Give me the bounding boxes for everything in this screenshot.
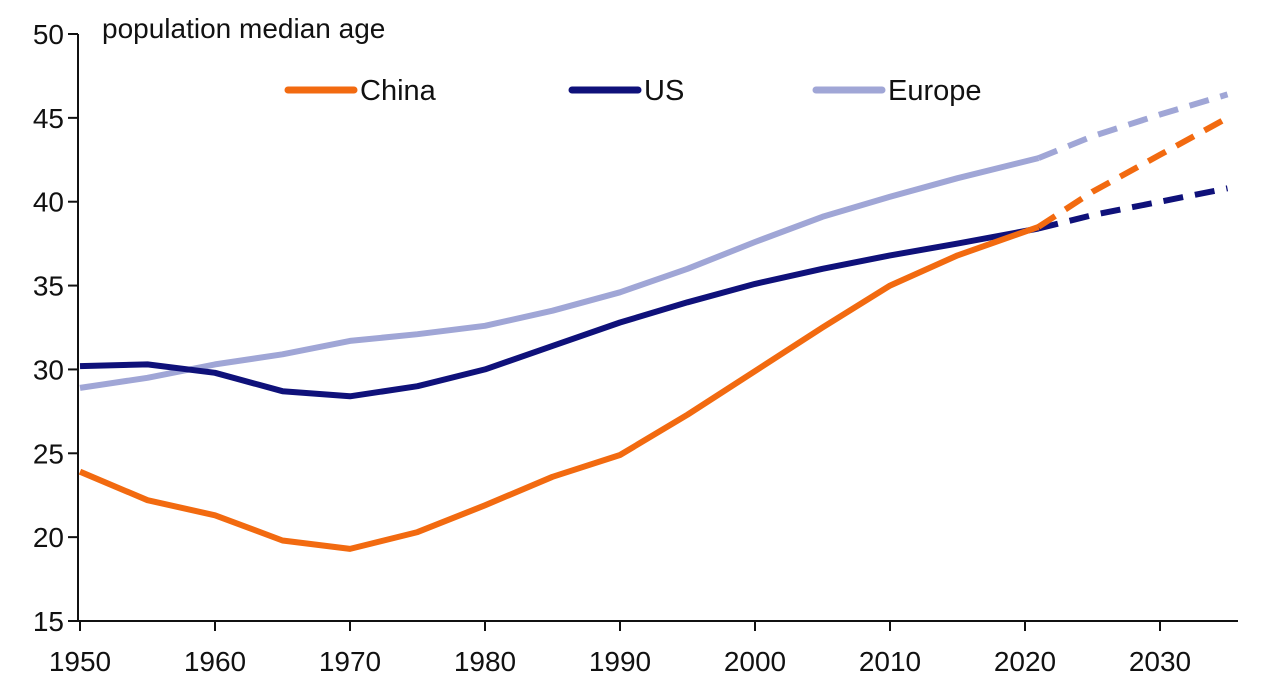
x-tick-label: 1950 [49,646,111,677]
x-tick-label: 1990 [589,646,651,677]
x-tick-label: 2030 [1129,646,1191,677]
x-tick-label: 2000 [724,646,786,677]
x-tick-label: 2010 [859,646,921,677]
x-tick-label: 1970 [319,646,381,677]
y-tick-label: 25 [33,438,64,469]
y-axis-ticks: 15 20 25 30 35 40 45 50 [33,19,78,637]
y-tick-label: 20 [33,522,64,553]
legend-label-china: China [360,75,437,107]
series-line-europe [79,155,1040,391]
x-tick-label: 2020 [994,646,1056,677]
series-line-us [79,225,1040,400]
y-tick-label: 40 [33,187,64,218]
series-projection-china [1036,115,1229,230]
x-tick-label: 1960 [184,646,246,677]
axes [77,34,1238,622]
series-layer [78,91,1229,552]
legend: China US Europe [284,75,982,107]
legend-label-europe: Europe [888,75,982,107]
x-axis-ticks: 1950 1960 1970 1980 1990 2000 2010 2020 2030 [49,621,1191,677]
series-line-china [78,224,1040,552]
y-tick-label: 35 [33,271,64,302]
y-tick-label: 50 [33,19,64,50]
series-projection-europe [1037,91,1229,161]
y-tick-label: 30 [33,354,64,385]
y-tick-label: 15 [33,606,64,637]
legend-label-us: US [644,75,684,107]
y-tick-label: 45 [33,103,64,134]
x-tick-label: 1980 [454,646,516,677]
y-axis-title: population median age [102,13,385,44]
